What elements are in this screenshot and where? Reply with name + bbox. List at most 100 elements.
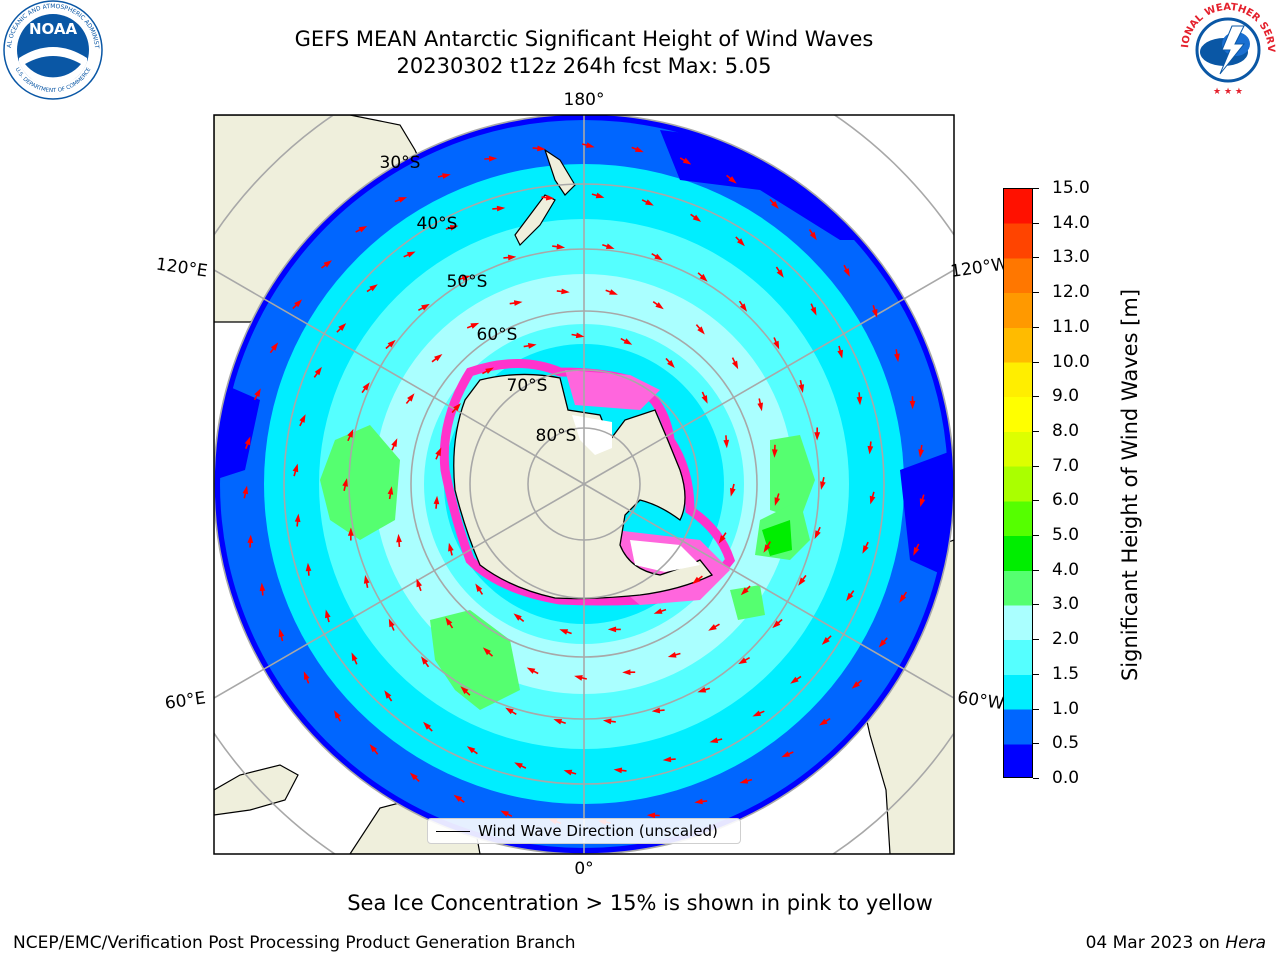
wave-arrow-head	[442, 173, 451, 179]
wave-arrow-head	[537, 145, 546, 152]
credit-left: NCEP/EMC/Verification Post Processing Pr…	[13, 933, 576, 953]
wave-arrow-head	[305, 562, 312, 572]
credit-right: 04 Mar 2023 on Hera	[1086, 933, 1266, 953]
colorbar-tick-mark	[1033, 188, 1039, 189]
wave-arrow-head	[869, 495, 876, 505]
wave-arrow-head	[718, 535, 726, 544]
wave-arrow-head	[871, 308, 878, 318]
colorbar-tick-label: 0.0	[1052, 768, 1080, 788]
low-wave-patch-e	[900, 450, 954, 580]
chart-subtitle: 20230302 t12z 264h fcst Max: 5.05	[396, 54, 772, 78]
wave-arrow-head	[461, 275, 471, 281]
wave-arrow-head	[776, 269, 784, 278]
colorbar-tick-label: 4.0	[1052, 559, 1080, 580]
wave-arrow-head	[406, 251, 416, 258]
wave-arrow-head	[460, 686, 469, 695]
wave-arrow-head	[556, 243, 566, 250]
wave-arrow-head	[738, 657, 747, 665]
wave-arrow-head	[602, 718, 612, 725]
wave-arrow-head	[667, 652, 677, 658]
wave-arrow-head	[609, 289, 618, 295]
colorbar-tick-mark	[1033, 465, 1039, 467]
wave-arrow-head	[699, 273, 708, 282]
wave-arrow-head	[292, 463, 299, 473]
wave-arrow-head	[545, 194, 555, 201]
wave-patch-green-2	[430, 610, 520, 710]
colorbar-tick-label: 8.0	[1052, 420, 1080, 441]
wave-arrow-head	[918, 449, 924, 458]
map-frame	[213, 114, 955, 855]
colorbar-tick-mark	[1033, 500, 1039, 502]
wave-arrow-head	[790, 676, 799, 684]
wave-arrow-head	[388, 618, 395, 628]
wave-arrow-head	[514, 762, 523, 769]
wave-arrow-head	[820, 481, 826, 490]
colorbar-tick-mark	[1033, 569, 1039, 571]
noaa-logo: NOAA NATIONAL OCEANIC AND ATMOSPHERIC AD…	[3, 0, 103, 100]
wave-arrow-head	[475, 583, 483, 592]
colorbar-tick-mark	[1033, 292, 1039, 294]
colorbar-tick-label: 2.0	[1052, 629, 1080, 650]
sea-ice-ross	[565, 370, 660, 410]
wave-arrow-head	[607, 626, 617, 633]
wave-arrow-head	[259, 582, 266, 592]
wave-arrow-head	[723, 439, 730, 449]
wave-arrow-head	[513, 613, 522, 621]
colorbar-tick-mark	[1033, 778, 1039, 779]
colorbar-tick-label: 14.0	[1052, 212, 1090, 233]
wave-arrow-head	[575, 332, 585, 339]
wave-arrow-head	[653, 608, 663, 614]
wave-arrow-head	[819, 718, 828, 726]
colorbar-tick-mark	[1033, 222, 1039, 224]
wave-arrow-head	[622, 669, 631, 676]
wave-arrow-head	[646, 812, 656, 819]
wave-arrow-head	[500, 810, 509, 817]
wave-arrow-head	[752, 710, 762, 717]
wave-arrow-head	[342, 478, 348, 487]
wave-arrow-head	[899, 594, 907, 603]
wave-arrow-head	[303, 671, 310, 680]
colorbar-tick-label: 13.0	[1052, 247, 1090, 268]
wave-arrow-head	[821, 637, 830, 645]
wave-arrow-head	[384, 690, 392, 699]
colorbar-tick-mark	[1033, 639, 1039, 641]
wave-arrow-head	[654, 253, 663, 261]
wave-arrow-head	[919, 498, 926, 507]
wave-arrow-head	[771, 201, 779, 209]
wave-arrow-head	[387, 486, 394, 495]
colorbar-tick-mark	[1033, 361, 1039, 363]
map-legend: Wind Wave Direction (unscaled)	[427, 818, 741, 844]
wave-arrow-head	[278, 628, 285, 638]
wave-arrow-head	[294, 513, 301, 523]
colorbar-tick-label: 15.0	[1052, 178, 1090, 198]
wave-arrow-head	[655, 302, 664, 310]
wave-arrow-head	[334, 710, 341, 719]
wave-arrow-head	[398, 197, 408, 203]
colorbar-tick-mark	[1033, 604, 1039, 606]
wave-patch-green-1	[320, 425, 400, 540]
lat-label-60s: 60°S	[477, 325, 518, 345]
wave-arrow-head	[809, 231, 817, 241]
wave-arrow-head	[351, 652, 358, 662]
colorbar-tick-label: 1.5	[1052, 663, 1080, 684]
wave-patch-green-3	[770, 435, 815, 520]
lat-label-40s: 40°S	[417, 214, 458, 234]
wave-arrow-head	[559, 629, 569, 635]
wave-arrow-head	[242, 485, 249, 495]
wave-arrow-head	[325, 609, 331, 619]
wave-arrow-head	[595, 192, 605, 199]
graticule	[214, 115, 954, 854]
weddell-ice-shelf	[630, 540, 700, 572]
colorbar-tick-label: 3.0	[1052, 594, 1080, 615]
wave-arrow-head	[453, 794, 463, 802]
colorbar-tick-label: 0.5	[1052, 733, 1080, 754]
wave-arrow-head	[694, 798, 703, 805]
wave-arrow-head	[909, 400, 916, 410]
colorbar-tick-mark	[1033, 430, 1039, 432]
wave-arrow-head	[407, 393, 415, 402]
wave-arrow-head	[894, 353, 900, 363]
wave-arrow-head	[837, 349, 843, 359]
colorbar-tick-label: 7.0	[1052, 455, 1080, 476]
colorbar-tick-mark	[1033, 326, 1039, 328]
wave-arrow-head	[645, 199, 654, 206]
